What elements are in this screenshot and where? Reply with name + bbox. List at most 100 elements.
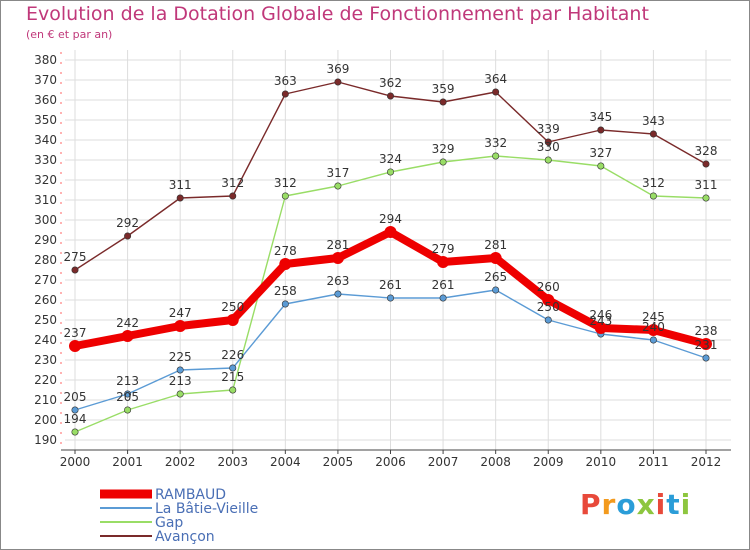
y-tick-label: 200 [34, 413, 57, 427]
y-tick-label: 370 [34, 73, 57, 87]
logo-letter: t [666, 488, 681, 521]
data-point [489, 252, 502, 264]
data-label: 294 [379, 212, 402, 226]
x-tick-label: 2011 [638, 455, 669, 469]
data-point [229, 364, 237, 372]
y-tick-label: 330 [34, 153, 57, 167]
data-point [121, 330, 134, 342]
data-label: 213 [116, 374, 139, 388]
data-label: 327 [589, 146, 612, 160]
legend-label: La Bâtie-Vieille [155, 501, 258, 517]
data-label: 261 [432, 278, 455, 292]
data-point [384, 226, 397, 238]
data-point [386, 168, 394, 176]
data-point [439, 98, 447, 106]
data-point [174, 320, 187, 332]
x-tick-label: 2008 [480, 455, 511, 469]
y-tick-label: 350 [34, 113, 57, 127]
data-point [229, 192, 237, 200]
data-point [71, 406, 79, 414]
data-label: 279 [432, 242, 455, 256]
chart-subtitle: (en € et par an) [26, 28, 113, 41]
data-point [71, 266, 79, 274]
data-point [544, 138, 552, 146]
data-point [439, 158, 447, 166]
data-point [281, 192, 289, 200]
data-label: 345 [589, 110, 612, 124]
data-point [542, 294, 555, 306]
y-tick-label: 270 [34, 273, 57, 287]
data-label: 364 [484, 72, 507, 86]
data-point [594, 322, 607, 334]
data-label: 312 [221, 176, 244, 190]
data-point [331, 252, 344, 264]
data-label: 317 [326, 166, 349, 180]
data-label: 258 [274, 284, 297, 298]
proxiti-logo: Proxiti [580, 488, 691, 521]
data-point [229, 386, 237, 394]
x-tick-label: 2001 [112, 455, 143, 469]
data-label: 339 [537, 122, 560, 136]
data-label: 250 [537, 300, 560, 314]
x-tick-label: 2009 [533, 455, 564, 469]
data-point [649, 130, 657, 138]
data-label: 225 [169, 350, 192, 364]
data-label: 343 [642, 114, 665, 128]
data-label: 261 [379, 278, 402, 292]
data-label: 263 [326, 274, 349, 288]
data-label: 237 [64, 326, 87, 340]
data-label: 215 [221, 370, 244, 384]
data-point [124, 390, 132, 398]
y-tick-label: 320 [34, 173, 57, 187]
logo-letter: o [616, 488, 637, 521]
data-label: 311 [169, 178, 192, 192]
data-label: 194 [64, 412, 87, 426]
data-point [544, 156, 552, 164]
data-point [702, 160, 710, 168]
data-label: 328 [695, 144, 718, 158]
axes: 190 200 210 220 230 240 250 260 270 280 290 300 310 3… [34, 52, 731, 469]
logo-letter: i [680, 488, 692, 521]
data-point [176, 366, 184, 374]
x-tick-label: 2003 [217, 455, 248, 469]
y-tick-label: 360 [34, 93, 57, 107]
data-label: 359 [432, 82, 455, 96]
data-label: 205 [64, 390, 87, 404]
logo-letter: r [601, 488, 617, 521]
data-point [281, 300, 289, 308]
data-label: 226 [221, 348, 244, 362]
data-point [226, 314, 239, 326]
y-tick-label: 240 [34, 333, 57, 347]
data-label: 242 [116, 316, 139, 330]
y-tick-label: 220 [34, 373, 57, 387]
data-label: 362 [379, 76, 402, 90]
chart-title: Evolution de la Dotation Globale de Fonc… [26, 3, 649, 25]
data-label: 278 [274, 244, 297, 258]
data-point [492, 88, 500, 96]
data-point [702, 194, 710, 202]
data-point [647, 324, 660, 336]
data-label: 265 [484, 270, 507, 284]
y-tick-label: 250 [34, 313, 57, 327]
data-point [176, 194, 184, 202]
x-tick-label: 2005 [323, 455, 354, 469]
data-label: 250 [221, 300, 244, 314]
data-label: 312 [274, 176, 297, 190]
data-point [597, 126, 605, 134]
data-point [124, 406, 132, 414]
x-tick-label: 2010 [586, 455, 617, 469]
data-point [386, 92, 394, 100]
data-point [544, 316, 552, 324]
data-label: 363 [274, 74, 297, 88]
data-point [281, 90, 289, 98]
data-label: 238 [695, 324, 718, 338]
y-tick-label: 260 [34, 293, 57, 307]
data-point [334, 78, 342, 86]
data-label: 231 [695, 338, 718, 352]
data-point [492, 152, 500, 160]
data-point [702, 354, 710, 362]
data-label: 205 [116, 390, 139, 404]
data-point [439, 294, 447, 302]
